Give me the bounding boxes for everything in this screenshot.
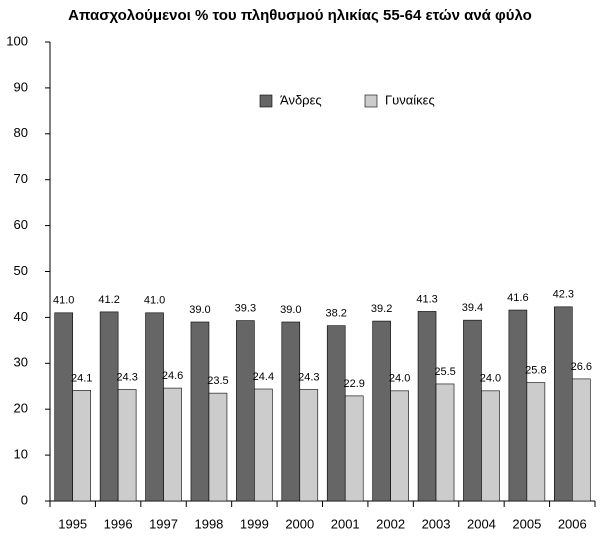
bar [463,319,482,502]
value-label: 24.3 [298,371,319,383]
bar [145,312,164,502]
y-tick-label: 90 [14,79,28,94]
x-tick-label: 2005 [512,516,541,531]
bar [344,395,364,502]
value-label: 42.3 [553,289,574,301]
bar [236,320,255,502]
bar [281,321,301,502]
value-label: 24.0 [480,373,501,385]
value-label: 41.2 [98,294,119,306]
value-label: 41.3 [416,293,437,305]
value-label: 25.8 [525,364,546,376]
bar [117,389,137,502]
x-tick-label: 1995 [58,516,87,531]
value-label: 38.2 [325,308,346,320]
x-tick-label: 2002 [376,516,405,531]
value-label: 39.2 [371,303,392,315]
value-label: 24.1 [71,372,92,384]
bar [571,378,591,502]
bar [299,389,319,502]
value-label: 39.3 [235,303,256,315]
bar [372,320,391,502]
y-tick-label: 0 [21,492,28,507]
chart-title: Απασχολούμενοι % του πληθυσμού ηλικίας 5… [68,7,532,24]
x-tick-label: 2006 [558,516,587,531]
legend-label: Άνδρες [280,92,322,107]
y-tick-label: 80 [14,125,28,140]
legend-swatch [259,94,273,108]
bar [163,387,182,502]
y-tick-label: 60 [14,217,28,232]
value-label: 24.3 [116,371,137,383]
x-tick-label: 2000 [285,516,314,531]
value-label: 41.0 [144,295,165,307]
x-tick-label: 1997 [149,516,178,531]
value-label: 41.6 [507,292,528,304]
bar [326,325,346,502]
y-tick-label: 20 [14,401,28,416]
bar [417,311,437,502]
value-label: 24.4 [253,371,274,383]
x-tick-label: 1998 [194,516,223,531]
bar [254,388,273,502]
y-tick-label: 50 [14,263,28,278]
y-tick-label: 70 [14,171,28,186]
y-tick-label: 40 [14,309,28,324]
bar [99,311,119,502]
legend-swatch [364,94,378,108]
bar [390,390,409,502]
y-tick-label: 100 [6,33,28,48]
bar [208,392,228,502]
bar [553,306,573,502]
value-label: 22.9 [343,378,364,390]
value-label: 39.4 [462,302,483,314]
value-label: 39.0 [280,304,301,316]
bar [526,382,546,502]
x-tick-label: 1999 [240,516,269,531]
value-label: 26.6 [571,361,592,373]
bar [435,383,455,502]
value-label: 24.6 [162,370,183,382]
value-label: 24.0 [389,373,410,385]
legend-label: Γυναίκες [385,92,435,107]
value-label: 23.5 [207,375,228,387]
x-tick-label: 2003 [422,516,451,531]
bar [72,390,92,502]
x-tick-label: 1996 [104,516,133,531]
bar [508,309,528,502]
value-label: 41.0 [53,295,74,307]
value-label: 25.5 [434,366,455,378]
bar [481,390,500,502]
x-tick-label: 2001 [331,516,360,531]
bar [54,312,74,502]
value-label: 39.0 [189,304,210,316]
y-tick-label: 10 [14,447,28,462]
x-tick-label: 2004 [467,516,496,531]
y-tick-label: 30 [14,355,28,370]
bar [190,321,210,502]
